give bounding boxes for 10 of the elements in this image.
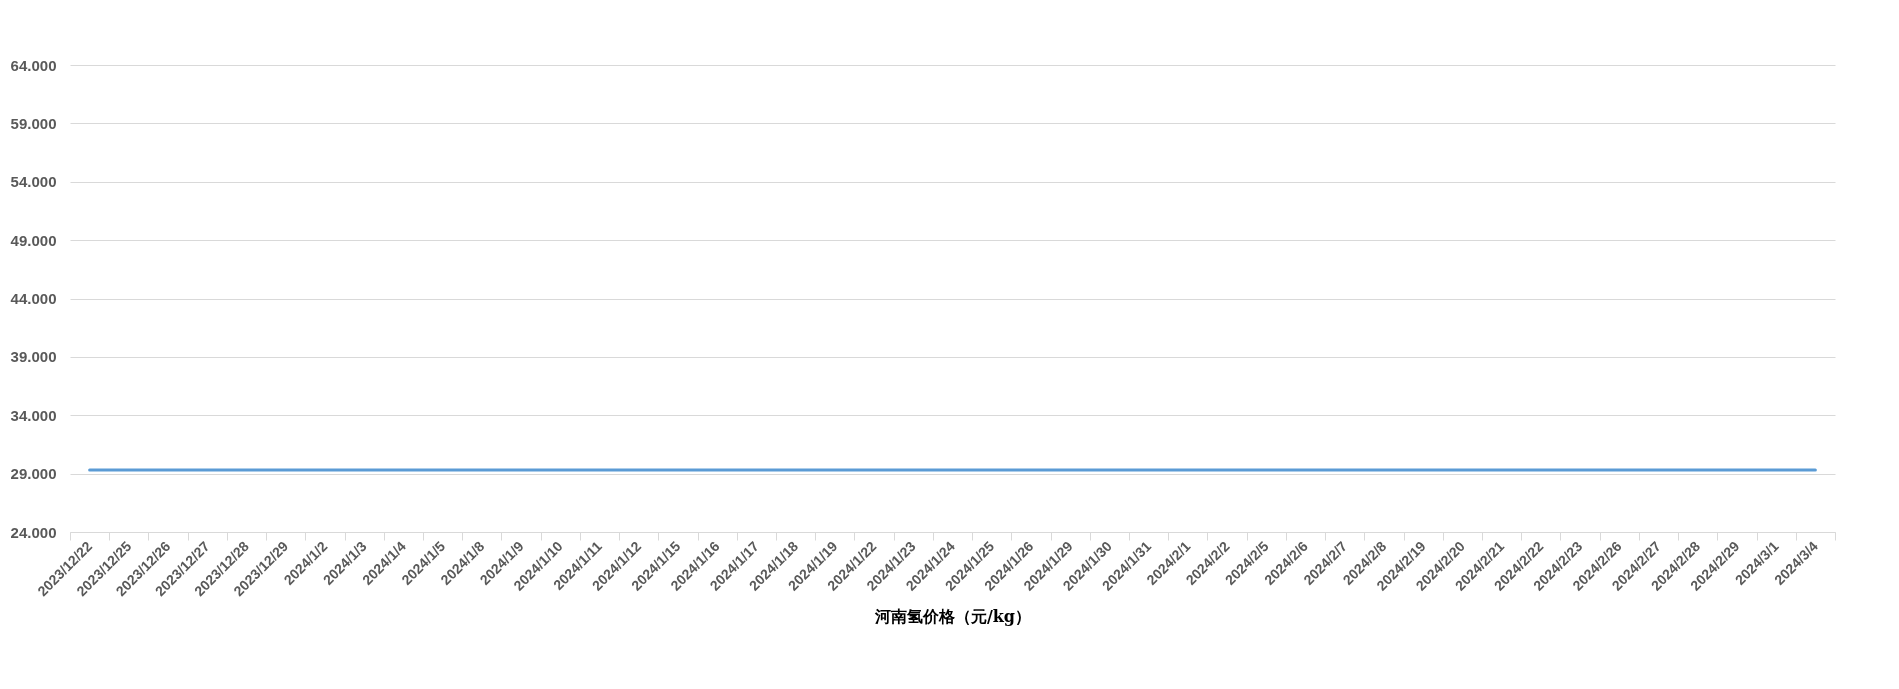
y-tick-label: 24.000 [10, 523, 57, 541]
x-axis-title: 河南氢价格（元/kg） [873, 607, 1032, 626]
y-tick-label: 29.000 [10, 465, 57, 483]
y-tick-label: 39.000 [10, 348, 57, 366]
y-tick-label: 54.000 [10, 173, 57, 191]
y-tick-label: 49.000 [10, 231, 57, 249]
y-tick-label: 34.000 [10, 406, 57, 424]
y-tick-label: 59.000 [10, 114, 57, 132]
y-tick-label: 64.000 [10, 56, 57, 74]
y-tick-label: 44.000 [10, 290, 57, 307]
